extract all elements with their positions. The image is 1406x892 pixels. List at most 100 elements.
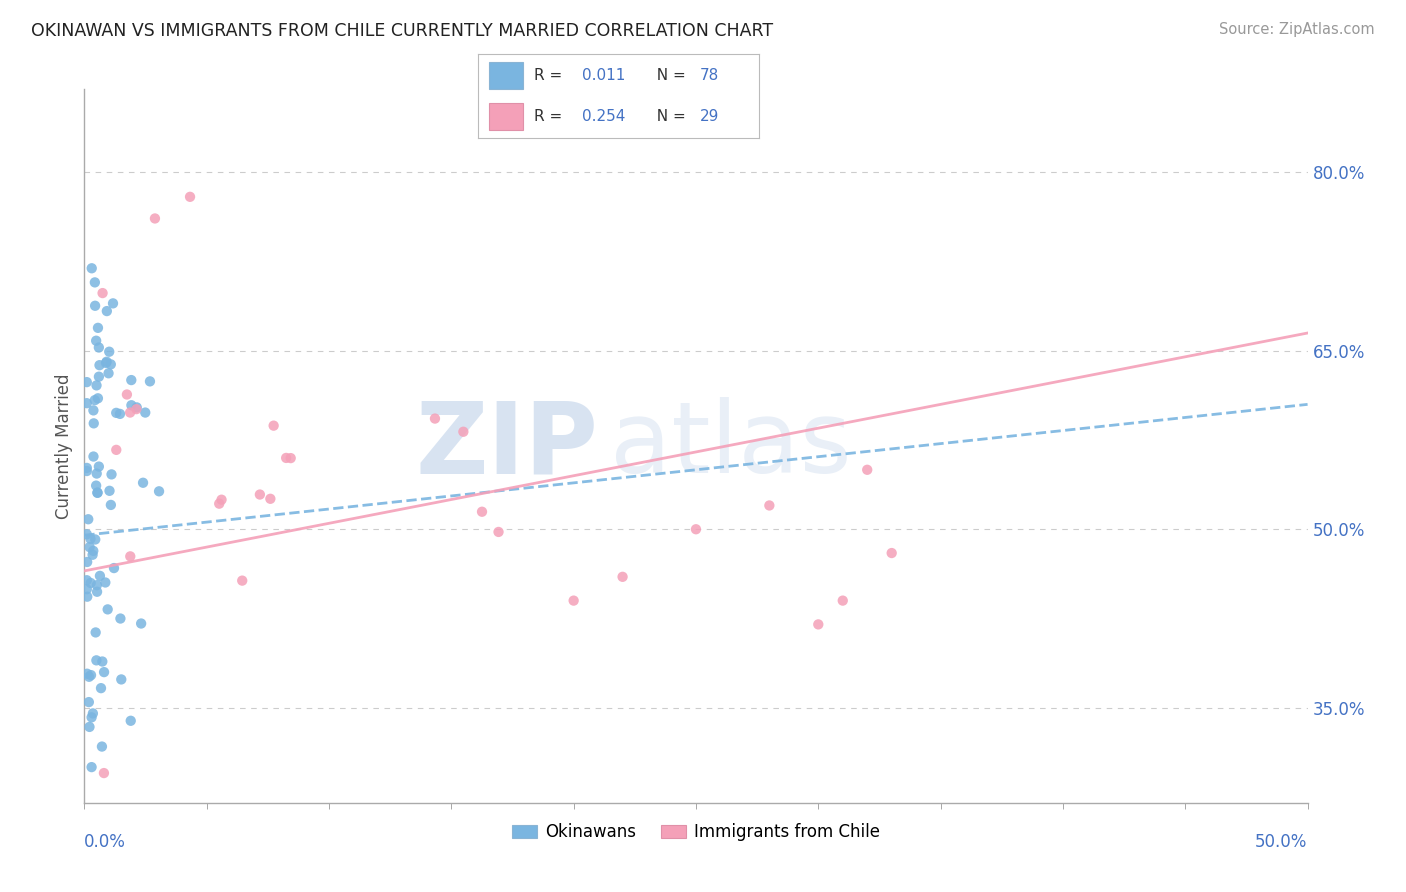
Point — [79, 532, 101, 546]
Text: R =: R = — [534, 68, 568, 83]
Point — [280, 451, 302, 466]
Text: atlas: atlas — [610, 398, 852, 494]
Point — [120, 714, 142, 728]
Bar — [489, 103, 523, 130]
Point — [76, 375, 98, 389]
Text: OKINAWAN VS IMMIGRANTS FROM CHILE CURRENTLY MARRIED CORRELATION CHART: OKINAWAN VS IMMIGRANTS FROM CHILE CURREN… — [31, 22, 773, 40]
Point — [453, 425, 475, 439]
Point — [89, 358, 111, 372]
Point — [90, 681, 112, 695]
Point — [231, 574, 253, 588]
Point — [80, 710, 103, 724]
Point — [120, 373, 142, 387]
Legend: Okinawans, Immigrants from Chile: Okinawans, Immigrants from Chile — [505, 817, 887, 848]
Point — [76, 666, 98, 681]
Point — [612, 570, 634, 584]
Point — [84, 334, 107, 348]
Point — [807, 617, 830, 632]
Point — [211, 492, 233, 507]
Point — [87, 392, 110, 406]
Point — [82, 548, 104, 562]
Point — [82, 544, 104, 558]
Point — [103, 561, 125, 575]
Point — [86, 467, 108, 481]
Point — [115, 387, 138, 401]
Point — [87, 341, 110, 355]
Point — [562, 593, 585, 607]
Point — [125, 402, 148, 417]
Point — [110, 611, 132, 625]
Point — [89, 569, 111, 583]
Point — [82, 450, 104, 464]
Text: 0.254: 0.254 — [582, 109, 626, 124]
Point — [84, 299, 107, 313]
Point — [94, 356, 117, 370]
Text: 0.011: 0.011 — [582, 68, 626, 83]
Point — [79, 720, 101, 734]
Point — [79, 576, 101, 591]
Point — [84, 533, 107, 547]
Point — [80, 261, 103, 276]
Point — [96, 355, 118, 369]
Point — [471, 505, 494, 519]
Point — [94, 575, 117, 590]
Point — [76, 573, 98, 587]
Point — [148, 484, 170, 499]
Point — [259, 491, 281, 506]
Point — [488, 524, 510, 539]
Point — [100, 498, 122, 512]
Point — [132, 475, 155, 490]
Point — [249, 487, 271, 501]
Point — [79, 540, 101, 554]
Point — [758, 499, 780, 513]
Point — [208, 497, 231, 511]
Point — [76, 464, 98, 478]
Point — [87, 459, 110, 474]
Point — [77, 695, 100, 709]
Point — [856, 463, 879, 477]
Point — [139, 375, 162, 389]
Point — [76, 590, 98, 604]
Point — [120, 549, 142, 564]
Text: N =: N = — [647, 109, 690, 124]
Point — [86, 378, 108, 392]
Point — [263, 418, 285, 433]
Text: 78: 78 — [700, 68, 720, 83]
Point — [80, 760, 103, 774]
Point — [83, 276, 105, 290]
Point — [76, 461, 98, 475]
Point — [80, 668, 103, 682]
Point — [685, 522, 707, 536]
Point — [86, 653, 108, 667]
Point — [96, 304, 118, 318]
Point — [84, 478, 107, 492]
Point — [100, 357, 122, 371]
Point — [880, 546, 903, 560]
Point — [98, 344, 121, 359]
Point — [108, 407, 131, 421]
Point — [76, 555, 98, 569]
Point — [97, 366, 120, 380]
Point — [82, 403, 104, 417]
Bar — [489, 62, 523, 89]
Point — [77, 670, 100, 684]
Point — [93, 665, 115, 679]
Point — [423, 411, 446, 425]
Point — [97, 602, 120, 616]
Point — [179, 190, 201, 204]
Text: R =: R = — [534, 109, 568, 124]
Point — [83, 393, 105, 408]
Point — [87, 369, 110, 384]
Point — [76, 582, 98, 597]
Point — [86, 485, 108, 500]
Point — [77, 512, 100, 526]
Text: Source: ZipAtlas.com: Source: ZipAtlas.com — [1219, 22, 1375, 37]
Point — [86, 485, 108, 500]
Point — [83, 417, 105, 431]
Point — [100, 467, 122, 482]
Point — [91, 286, 114, 301]
Point — [134, 406, 156, 420]
Point — [105, 442, 128, 457]
Point — [82, 706, 104, 721]
Point — [120, 405, 142, 419]
